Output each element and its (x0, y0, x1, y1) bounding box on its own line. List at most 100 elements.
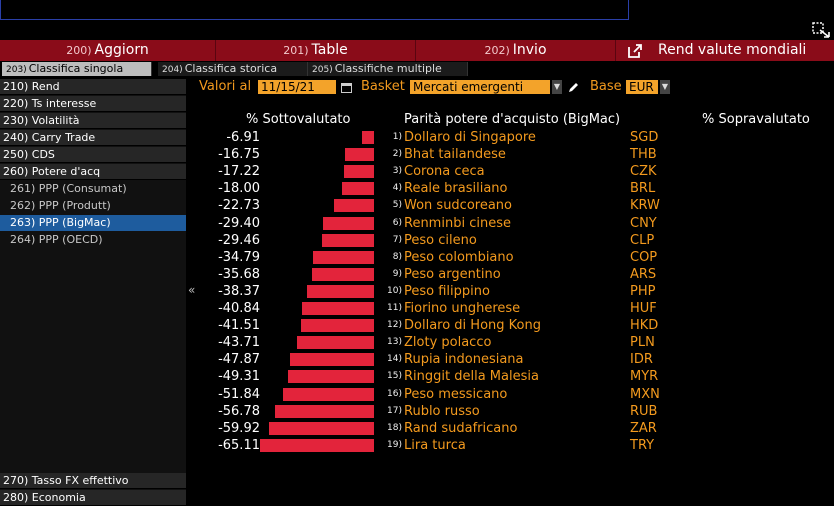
undervalued-bar (290, 353, 374, 367)
tab-single-ranking[interactable]: 203) Classifica singola (2, 62, 152, 76)
table-row[interactable]: -56.78 17) Rublo russo RUB (196, 403, 834, 420)
currency-code[interactable]: MXN (630, 386, 660, 402)
table-row[interactable]: -49.31 15) Ringgit della Malesia MYR (196, 368, 834, 385)
table-row[interactable]: -29.40 6) Renminbi cinese CNY (196, 215, 834, 232)
table-row[interactable]: -40.84 11) Fiorino ungherese HUF (196, 300, 834, 317)
function-title-link[interactable]: Rend valute mondiali (616, 40, 834, 61)
send-button[interactable]: 202) Invio (416, 40, 616, 61)
currency-code[interactable]: SGD (630, 130, 659, 145)
basket-dropdown[interactable]: Mercati emergenti (410, 80, 550, 94)
currency-code[interactable]: CZK (630, 164, 657, 180)
sidebar-item-ppp-oecd[interactable]: 264) PPP (OECD) (0, 232, 186, 248)
sidebar-item-volatility[interactable]: 230) Volatilità (0, 113, 186, 129)
undervalued-bar (283, 387, 374, 401)
table-row[interactable]: -17.22 3) Corona ceca CZK (196, 163, 834, 180)
sidebar-item-effective-fx[interactable]: 270) Tasso FX effettivo (0, 473, 186, 489)
currency-code[interactable]: ARS (630, 266, 657, 282)
currency-name[interactable]: Reale brasiliano (404, 181, 508, 197)
table-button-label: Table (311, 42, 348, 58)
collapse-sidebar-icon[interactable]: « (188, 283, 196, 297)
undervalued-value: -34.79 (218, 249, 260, 265)
currency-name[interactable]: Dollaro di Hong Kong (404, 318, 541, 334)
table-row[interactable]: -29.46 7) Peso cileno CLP (196, 232, 834, 249)
sidebar-item-cds[interactable]: 250) CDS (0, 147, 186, 163)
base-chevron-down-icon[interactable]: ▼ (660, 80, 670, 94)
currency-code[interactable]: MYR (630, 369, 659, 385)
tab-historical-ranking[interactable]: 204) Classifica storica (158, 62, 308, 76)
sidebar-item-interest-ts[interactable]: 220) Ts interesse (0, 96, 186, 112)
currency-code[interactable]: RUB (630, 403, 658, 419)
table-row[interactable]: -51.84 16) Peso messicano MXN (196, 386, 834, 403)
table-row[interactable]: -35.68 9) Peso argentino ARS (196, 266, 834, 283)
currency-code[interactable]: IDR (630, 352, 653, 368)
table-row[interactable]: -47.87 14) Rupia indonesiana IDR (196, 351, 834, 368)
currency-code[interactable]: PLN (630, 335, 655, 351)
tab-multiple-rankings[interactable]: 205) Classifiche multiple (308, 62, 468, 76)
table-row[interactable]: -41.51 12) Dollaro di Hong Kong HKD (196, 317, 834, 334)
basket-chevron-down-icon[interactable]: ▼ (552, 80, 562, 94)
currency-code[interactable]: BRL (630, 181, 656, 197)
currency-name[interactable]: Lira turca (404, 437, 466, 453)
undervalued-bar (260, 438, 374, 452)
undervalued-bar (342, 182, 374, 196)
table-row[interactable]: -6.91 1) Dollaro di Singapore SGD (196, 129, 834, 146)
table-row[interactable]: -18.00 4) Reale brasiliano BRL (196, 180, 834, 197)
undervalued-value: -17.22 (218, 164, 260, 180)
rank-number: 3) (392, 166, 402, 177)
sidebar-item-purchasing-power[interactable]: 260) Potere d'acq (0, 164, 186, 180)
table-row[interactable]: -34.79 8) Peso colombiano COP (196, 249, 834, 266)
sidebar-item-carry-trade[interactable]: 240) Carry Trade (0, 130, 186, 146)
currency-code[interactable]: KRW (630, 198, 660, 214)
undervalued-value: -43.71 (218, 335, 260, 351)
base-currency-dropdown[interactable]: EUR (626, 80, 658, 94)
table-row[interactable]: -22.73 5) Won sudcoreano KRW (196, 197, 834, 214)
currency-name[interactable]: Rand sudafricano (404, 420, 518, 436)
sidebar-item-rend[interactable]: 210) Rend (0, 79, 186, 95)
sidebar-item-ppp-bigmac[interactable]: 263) PPP (BigMac) (0, 215, 186, 231)
currency-name[interactable]: Peso filippino (404, 283, 490, 299)
refresh-button[interactable]: 200) Aggiorn (0, 40, 216, 61)
sidebar-item-economy[interactable]: 280) Economia (0, 490, 186, 506)
currency-name[interactable]: Bhat tailandese (404, 147, 506, 163)
currency-code[interactable]: PHP (630, 283, 656, 299)
rank-number: 7) (392, 234, 402, 245)
table-button[interactable]: 201) Table (216, 40, 416, 61)
currency-name[interactable]: Dollaro di Singapore (404, 130, 536, 145)
resize-pointer-icon[interactable] (812, 22, 832, 40)
currency-name[interactable]: Corona ceca (404, 164, 485, 180)
undervalued-bar (322, 216, 374, 230)
currency-name[interactable]: Peso argentino (404, 266, 501, 282)
currency-code[interactable]: TRY (630, 437, 655, 453)
table-row[interactable]: -43.71 13) Zloty polacco PLN (196, 334, 834, 351)
undervalued-value: -35.68 (218, 266, 260, 282)
currency-code[interactable]: CLP (630, 232, 655, 248)
table-row[interactable]: -16.75 2) Bhat tailandese THB (196, 146, 834, 163)
currency-name[interactable]: Peso messicano (404, 386, 508, 402)
date-field[interactable]: 11/15/21 (258, 80, 336, 94)
currency-name[interactable]: Won sudcoreano (404, 198, 512, 214)
currency-code[interactable]: COP (630, 249, 658, 265)
currency-name[interactable]: Rublo russo (404, 403, 480, 419)
pencil-icon[interactable] (567, 81, 580, 94)
currency-name[interactable]: Ringgit della Malesia (404, 369, 539, 385)
sidebar-item-ppp-producer[interactable]: 262) PPP (Produtt) (0, 198, 186, 214)
currency-name[interactable]: Fiorino ungherese (404, 301, 521, 316)
currency-name[interactable]: Rupia indonesiana (404, 352, 524, 368)
command-line-input[interactable] (0, 0, 629, 20)
rank-number: 17) (387, 405, 402, 416)
table-row[interactable]: -59.92 18) Rand sudafricano ZAR (196, 420, 834, 437)
table-row[interactable]: -38.37 10) Peso filippino PHP (196, 283, 834, 300)
currency-code[interactable]: HKD (630, 318, 659, 334)
currency-name[interactable]: Zloty polacco (404, 335, 492, 351)
currency-code[interactable]: THB (630, 147, 657, 163)
currency-code[interactable]: CNY (630, 215, 657, 231)
currency-name[interactable]: Peso cileno (404, 232, 477, 248)
currency-name[interactable]: Peso colombiano (404, 249, 514, 265)
currency-name[interactable]: Renminbi cinese (404, 215, 511, 231)
rank-number: 11) (387, 303, 402, 313)
currency-code[interactable]: ZAR (630, 420, 657, 436)
sidebar-item-ppp-consumer[interactable]: 261) PPP (Consumat) (0, 181, 186, 197)
table-row[interactable]: -65.11 19) Lira turca TRY (196, 437, 834, 454)
calendar-icon[interactable] (341, 82, 352, 93)
currency-code[interactable]: HUF (630, 301, 657, 316)
